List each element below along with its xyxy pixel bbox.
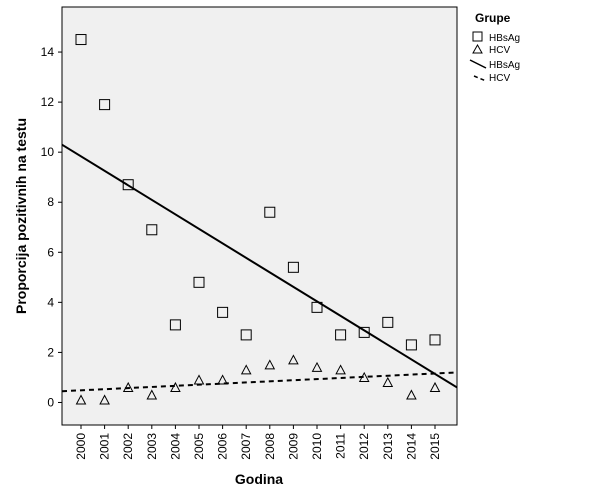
data-point-hcv (122, 381, 134, 392)
y-tick-label: 4 (47, 295, 54, 309)
fit-line-hcv (61, 371, 458, 393)
legend-label-hbsag-points: HBsAg (489, 33, 520, 44)
legend-solid-line (469, 59, 487, 69)
x-tick-label: 2008 (263, 433, 277, 460)
x-tick-label: 2001 (98, 433, 112, 460)
data-point-hcv (99, 394, 110, 405)
legend-dashed-line (473, 75, 487, 82)
x-axis-title: Godina (235, 471, 283, 487)
data-point-hcv (75, 394, 87, 405)
legend-label-hbsag-fit: HBsAg (489, 60, 520, 71)
x-tick-label: 2006 (216, 433, 230, 460)
data-point-hbsag (382, 316, 394, 328)
data-point-hcv (146, 389, 158, 400)
data-point-hbsag (358, 326, 370, 338)
fit-line-hbsag (61, 143, 458, 389)
x-tick-label: 2010 (310, 433, 324, 460)
data-point-hcv (193, 374, 205, 385)
data-point-hbsag (75, 34, 87, 46)
legend: Grupe HBsAg HCV HBsAg HCV (469, 11, 520, 84)
data-point-hbsag (405, 339, 417, 351)
data-point-hbsag (169, 319, 181, 331)
data-point-hbsag (264, 206, 276, 218)
legend-square-marker (472, 31, 483, 42)
y-tick-label: 2 (47, 345, 54, 359)
y-tick-label: 0 (47, 395, 54, 409)
data-point-hbsag (217, 306, 229, 318)
x-axis: 2000 2001 2002 2003 2004 2005 2006 2007 2008 2009… (74, 425, 442, 460)
data-point-hcv (429, 381, 441, 392)
data-point-hbsag (146, 224, 158, 236)
y-axis-title: Proporcija pozitivnih na testu (13, 118, 29, 314)
data-point-hbsag (429, 334, 441, 346)
legend-triangle-marker (472, 43, 483, 54)
data-point-hcv (311, 361, 323, 372)
legend-title: Grupe (475, 11, 511, 25)
y-axis: 0 2 4 6 8 10 12 14 (41, 45, 62, 409)
data-point-hbsag (287, 261, 299, 273)
x-tick-label: 2005 (192, 433, 206, 460)
legend-label-hcv-points: HCV (489, 45, 510, 56)
y-tick-label: 12 (41, 95, 55, 109)
x-tick-label: 2003 (145, 433, 159, 460)
x-tick-label: 2015 (428, 433, 442, 460)
data-point-hbsag (240, 329, 252, 341)
y-tick-label: 14 (41, 45, 55, 59)
data-point-hcv (406, 389, 417, 400)
plot-background (61, 6, 458, 426)
data-point-hcv (170, 381, 181, 392)
y-tick-label: 6 (47, 245, 54, 259)
data-point-hbsag (193, 276, 205, 288)
data-point-hbsag (99, 99, 111, 111)
x-tick-label: 2000 (74, 433, 88, 460)
data-point-hcv (288, 354, 299, 365)
data-point-hcv (335, 364, 346, 375)
data-point-hcv (240, 364, 252, 375)
x-tick-label: 2013 (381, 433, 395, 460)
data-points (75, 34, 441, 405)
data-point-hbsag (311, 301, 323, 313)
x-tick-label: 2014 (404, 433, 418, 460)
x-tick-label: 2009 (286, 433, 300, 460)
fit-lines (61, 143, 458, 393)
x-tick-label: 2004 (168, 433, 182, 460)
x-tick-label: 2011 (334, 433, 348, 459)
data-point-hcv (217, 374, 228, 385)
x-tick-label: 2012 (357, 433, 371, 460)
y-tick-label: 10 (41, 145, 55, 159)
data-point-hcv (382, 376, 394, 387)
data-point-hcv (358, 371, 370, 382)
x-tick-label: 2007 (239, 433, 253, 460)
legend-label-hcv-fit: HCV (489, 73, 510, 84)
data-point-hbsag (122, 179, 134, 191)
data-point-hcv (264, 359, 276, 370)
x-tick-label: 2002 (121, 433, 135, 460)
y-tick-label: 8 (47, 195, 54, 209)
data-point-hbsag (335, 329, 347, 341)
